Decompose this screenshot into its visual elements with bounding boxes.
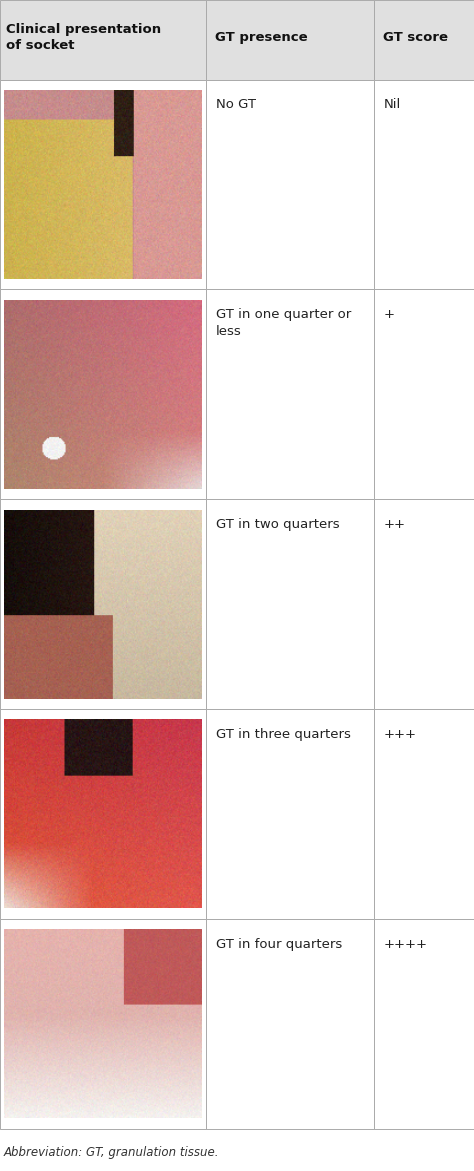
Text: GT presence: GT presence (215, 30, 307, 44)
Text: Clinical presentation
of socket: Clinical presentation of socket (6, 23, 161, 52)
Bar (374, 0, 474, 80)
Bar (0, 0, 206, 80)
Bar (374, 919, 474, 1129)
Text: No GT: No GT (216, 98, 255, 111)
Bar (206, 80, 374, 289)
Text: GT in one quarter or
less: GT in one quarter or less (216, 308, 351, 337)
Text: ++: ++ (384, 518, 406, 532)
Text: Abbreviation: GT, granulation tissue.: Abbreviation: GT, granulation tissue. (4, 1145, 219, 1158)
Bar (206, 289, 374, 499)
Bar (206, 710, 374, 919)
Text: +: + (384, 308, 395, 321)
Bar (374, 289, 474, 499)
Bar (206, 0, 374, 80)
Bar (0, 80, 206, 289)
Bar (206, 499, 374, 710)
Bar (374, 80, 474, 289)
Text: Nil: Nil (384, 98, 401, 111)
Bar (374, 499, 474, 710)
Bar (0, 499, 206, 710)
Text: +++: +++ (384, 728, 417, 741)
Text: GT score: GT score (383, 30, 448, 44)
Text: GT in three quarters: GT in three quarters (216, 728, 351, 741)
Bar (0, 919, 206, 1129)
Text: GT in four quarters: GT in four quarters (216, 938, 342, 951)
Text: ++++: ++++ (384, 938, 428, 951)
Bar (0, 289, 206, 499)
Text: GT in two quarters: GT in two quarters (216, 518, 339, 532)
Bar (206, 919, 374, 1129)
Bar (374, 710, 474, 919)
Bar (0, 710, 206, 919)
